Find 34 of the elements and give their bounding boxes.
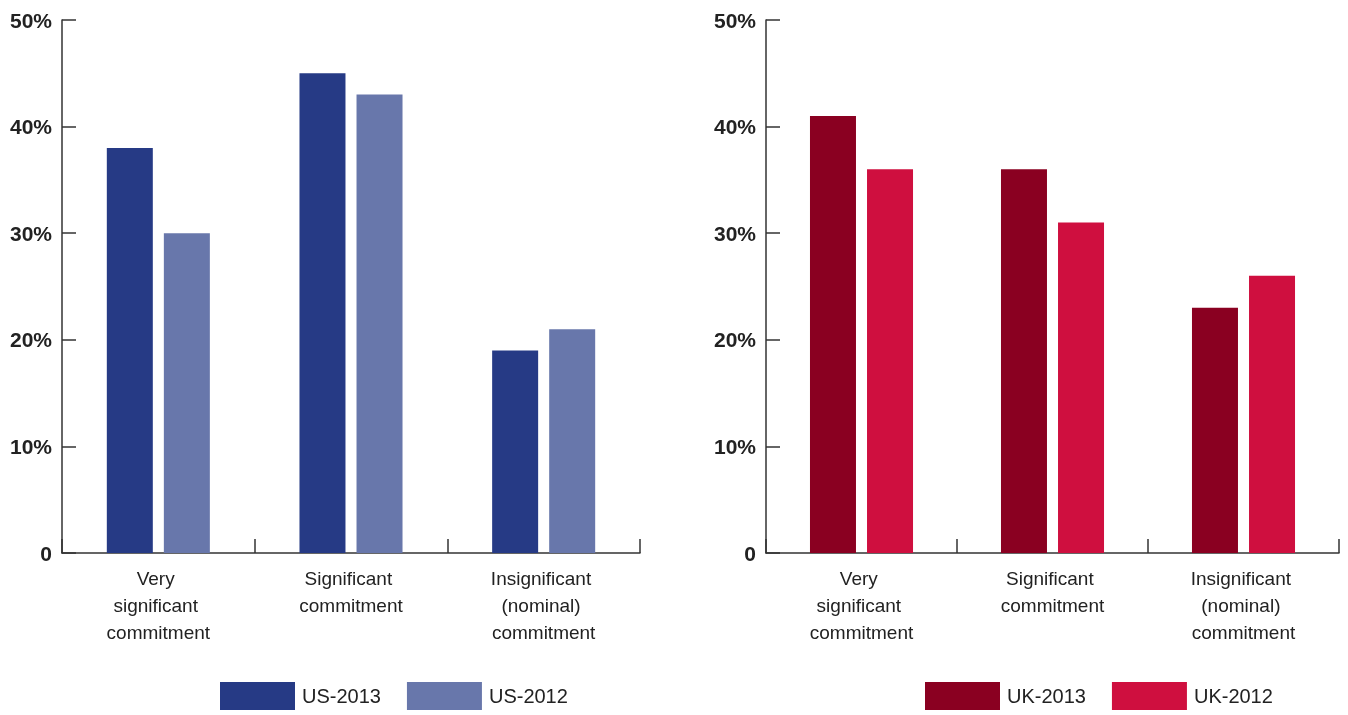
bar bbox=[1058, 222, 1105, 553]
legend-label: US-2012 bbox=[488, 685, 568, 707]
bar bbox=[809, 115, 856, 553]
x-tick-label: Insignificant (nominal) commitment bbox=[1190, 568, 1297, 643]
bar bbox=[1191, 307, 1238, 553]
x-tick-label: Insignificant (nominal) commitment bbox=[490, 568, 597, 643]
y-tick-label: 30% bbox=[713, 221, 757, 245]
y-tick-label: 20% bbox=[9, 328, 53, 352]
bar bbox=[1249, 275, 1296, 553]
bar bbox=[356, 94, 403, 553]
y-tick-label: 40% bbox=[9, 115, 53, 139]
x-tick-label: Significant commitment bbox=[1000, 568, 1105, 616]
bar bbox=[106, 147, 153, 553]
x-tick-label: Very significant commitment bbox=[106, 568, 211, 643]
bar bbox=[1000, 169, 1047, 553]
bar bbox=[299, 73, 346, 553]
y-tick-label: 40% bbox=[713, 115, 757, 139]
bar bbox=[163, 233, 210, 553]
y-tick-label: 0 bbox=[40, 541, 52, 565]
x-tick-label: Very significant commitment bbox=[809, 568, 914, 643]
legend-label: UK-2013 bbox=[1007, 685, 1086, 707]
legend-label: US-2013 bbox=[302, 685, 381, 707]
y-tick-label: 30% bbox=[9, 221, 53, 245]
y-tick-label: 50% bbox=[713, 8, 757, 32]
x-tick-label: Significant commitment bbox=[299, 568, 404, 616]
bar bbox=[867, 169, 914, 553]
y-tick-label: 0 bbox=[744, 541, 756, 565]
y-tick-label: 10% bbox=[713, 434, 757, 458]
y-tick-label: 50% bbox=[9, 8, 53, 32]
bar bbox=[549, 329, 596, 553]
y-tick-label: 20% bbox=[713, 328, 757, 352]
bar bbox=[492, 350, 539, 553]
legend-label: UK-2012 bbox=[1193, 685, 1273, 707]
y-tick-label: 10% bbox=[9, 434, 53, 458]
